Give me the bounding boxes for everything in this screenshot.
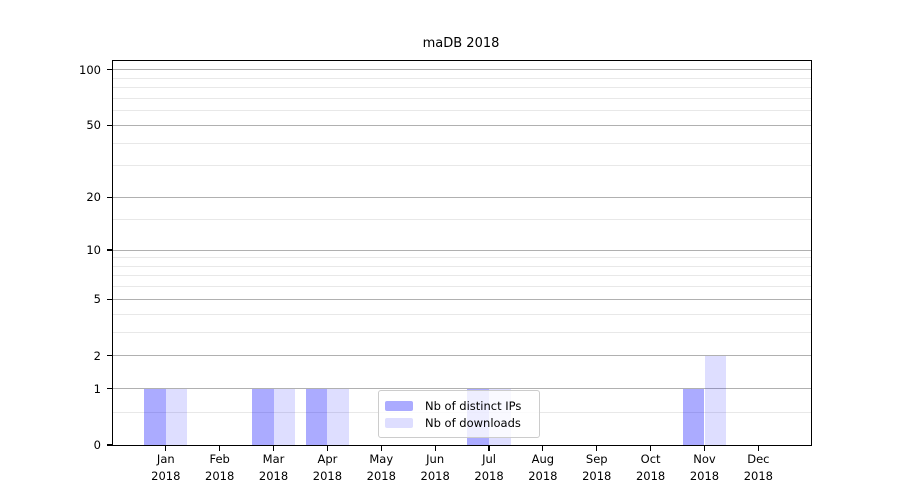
legend-label-distinct-ips: Nb of distinct IPs — [425, 398, 522, 413]
bar-distinct-ips-apr — [305, 388, 328, 445]
gridline-major-5 — [113, 298, 811, 300]
gridline-major-10 — [113, 249, 811, 251]
legend-item-distinct-ips: Nb of distinct IPs — [385, 397, 531, 414]
x-tick-label-apr: Apr 2018 — [312, 452, 343, 483]
legend: Nb of distinct IPs Nb of downloads — [378, 390, 540, 438]
gridline-minor — [113, 110, 811, 112]
y-tick-label-2: 2 — [93, 348, 101, 363]
legend-label-downloads: Nb of downloads — [425, 415, 521, 430]
bar-downloads-nov — [704, 355, 727, 445]
y-tick-mark — [106, 124, 112, 126]
gridline-minor — [113, 257, 811, 259]
x-tick-mark — [757, 446, 759, 452]
x-tick-mark — [434, 446, 436, 452]
gridline-minor — [113, 286, 811, 288]
y-tick-label-100: 100 — [79, 62, 101, 77]
x-tick-mark — [542, 446, 544, 452]
gridline-minor — [113, 142, 811, 144]
y-tick-label-20: 20 — [86, 190, 101, 205]
y-tick-mark — [106, 249, 112, 251]
x-tick-label-may: May 2018 — [366, 452, 396, 483]
x-tick-mark — [165, 446, 167, 452]
gridline-major-20 — [113, 196, 811, 198]
x-tick-label-sep: Sep 2018 — [582, 452, 612, 483]
bar-distinct-ips-jan — [144, 388, 166, 445]
x-tick-mark — [650, 446, 652, 452]
bar-downloads-apr — [327, 388, 349, 445]
legend-item-downloads: Nb of downloads — [385, 414, 531, 431]
gridline-major-50 — [113, 124, 811, 126]
gridline-minor — [113, 77, 811, 79]
x-tick-label-feb: Feb 2018 — [205, 452, 235, 483]
x-tick-mark — [219, 446, 221, 452]
legend-swatch-downloads — [385, 417, 413, 428]
y-tick-mark — [106, 69, 112, 71]
gridline-minor — [113, 313, 811, 315]
gridline-minor — [113, 331, 811, 333]
x-tick-mark — [326, 446, 328, 452]
y-tick-mark — [106, 196, 112, 199]
gridline-minor — [113, 87, 811, 89]
y-tick-mark — [106, 444, 112, 446]
bar-downloads-mar — [273, 388, 296, 445]
gridline-minor — [113, 97, 811, 99]
legend-swatch-distinct-ips — [385, 400, 413, 411]
plot-area: 0 1 2 5 10 20 50 100 Jan 2018 Feb 2018 Mar 2018 Apr 20… — [79, 60, 812, 483]
y-tick-mark — [106, 355, 112, 357]
gridline-minor — [113, 219, 811, 221]
chart-title: maDB 2018 — [422, 36, 500, 51]
x-tick-mark — [272, 446, 275, 452]
y-tick-mark — [106, 388, 112, 390]
y-tick-label-0: 0 — [93, 438, 101, 452]
x-tick-label-jan: Jan 2018 — [151, 452, 181, 483]
x-tick-label-jun: Jun 2018 — [420, 452, 450, 483]
bar-distinct-ips-mar — [251, 388, 274, 445]
gridline-minor — [113, 165, 811, 167]
gridline-major-2 — [113, 355, 811, 357]
x-tick-mark — [380, 446, 382, 452]
y-tick-label-10: 10 — [86, 243, 101, 258]
bar-distinct-ips-nov — [682, 388, 705, 445]
x-tick-mark — [488, 446, 490, 452]
x-tick-mark — [703, 446, 706, 452]
x-tick-label-jul: Jul 2018 — [474, 452, 504, 483]
y-tick-label-1: 1 — [93, 381, 101, 396]
y-tick-label-50: 50 — [86, 118, 101, 133]
gridline-minor — [113, 265, 811, 267]
x-tick-label-mar: Mar 2018 — [258, 452, 289, 483]
x-tick-label-nov: Nov 2018 — [689, 452, 720, 483]
x-tick-label-dec: Dec 2018 — [743, 452, 773, 483]
bar-downloads-jan — [165, 388, 188, 445]
y-tick-label-5: 5 — [93, 292, 101, 307]
gridline-major-100 — [113, 69, 811, 71]
x-tick-mark — [596, 446, 598, 452]
y-tick-mark — [106, 298, 112, 300]
gridline-minor — [113, 275, 811, 277]
x-tick-label-oct: Oct 2018 — [635, 452, 666, 483]
gridline-major-1 — [113, 388, 811, 390]
x-tick-label-aug: Aug 2018 — [528, 452, 558, 483]
